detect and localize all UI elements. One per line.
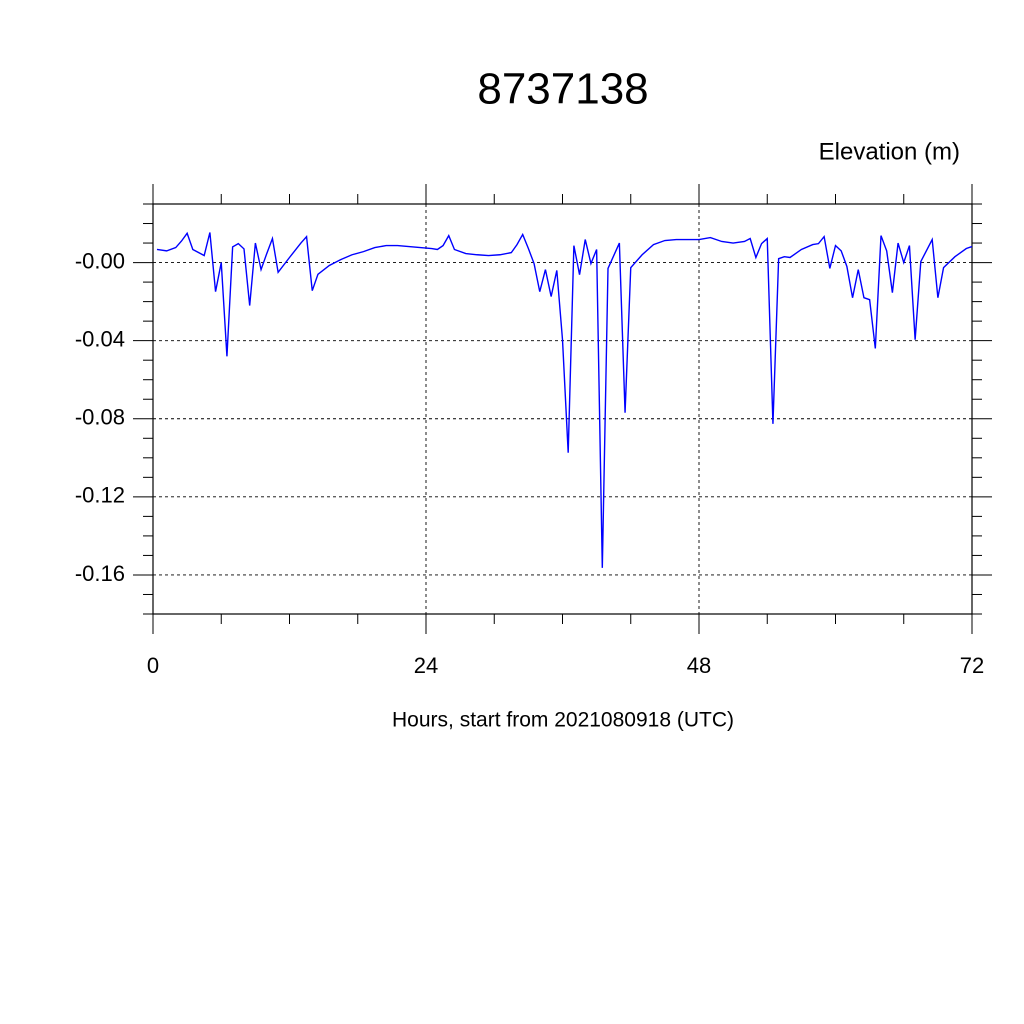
x-tick-label: 72 xyxy=(960,653,984,678)
y-axis-label: Elevation (m) xyxy=(819,138,960,165)
y-tick-label: -0.16 xyxy=(75,561,125,586)
chart-title: 8737138 xyxy=(477,65,648,114)
x-tick-label: 48 xyxy=(687,653,711,678)
y-tick-label: -0.08 xyxy=(75,405,125,430)
x-tick-label: 0 xyxy=(147,653,159,678)
x-axis-label: Hours, start from 2021080918 (UTC) xyxy=(392,709,734,732)
y-tick-label: -0.00 xyxy=(75,248,125,273)
plot-frame xyxy=(152,203,973,615)
data-line xyxy=(156,231,973,568)
y-tick-label: -0.12 xyxy=(75,483,125,508)
x-tick-label: 24 xyxy=(414,653,438,678)
y-tick-label: -0.04 xyxy=(75,326,125,351)
